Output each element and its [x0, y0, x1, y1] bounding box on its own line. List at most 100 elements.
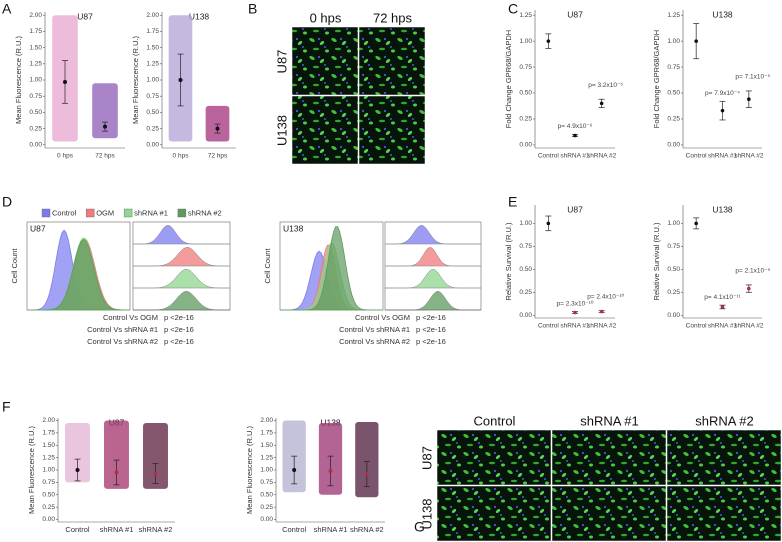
x-tick-label: shRNA #1 — [708, 153, 738, 160]
y-axis-label: Mean Fluorescence (R.U.) — [14, 36, 23, 124]
x-tick-label: 0 hps — [173, 153, 190, 160]
x-tick-label: 72 hps — [95, 153, 115, 160]
y-tick-label: 1.25 — [42, 454, 55, 461]
p-value: p= 7.1x10⁻⁵ — [735, 74, 770, 81]
mean-point — [328, 468, 333, 473]
p-value: p= 2.1x10⁻⁹ — [735, 268, 770, 275]
stacked-curve — [133, 225, 230, 245]
legend-label: shRNA #1 — [134, 208, 168, 217]
mean-point — [103, 124, 107, 129]
y-tick-label: 2.00 — [260, 417, 273, 424]
mean-point — [747, 97, 751, 102]
density-curve — [27, 239, 130, 311]
legend-swatch — [85, 208, 95, 218]
y-tick-label: 0.75 — [260, 479, 273, 486]
comparison: Control Vs shRNA #2 — [87, 337, 158, 346]
panel-letter: G — [414, 519, 425, 535]
x-tick-label: Control — [282, 525, 307, 534]
panel-letter: E — [508, 194, 517, 210]
y-tick-label: 1.50 — [260, 442, 273, 449]
p-value: p= 4.1x10⁻¹¹ — [704, 294, 741, 301]
y-axis-label: Mean Fluorescence (R.U.) — [131, 36, 140, 124]
panel-letter: F — [2, 399, 11, 415]
y-tick-label: 0.50 — [42, 491, 55, 498]
mean-point — [364, 471, 369, 476]
y-tick-label: 0.00 — [667, 142, 680, 149]
y-tick-label: 1.25 — [519, 12, 532, 19]
legend-label: shRNA #2 — [188, 208, 222, 217]
x-tick-label: shRNA #2 — [734, 153, 764, 160]
column-label: 0 hps — [310, 10, 342, 25]
y-tick-label: 0.25 — [146, 125, 159, 132]
chart-title: U138 — [712, 204, 733, 214]
mean-point — [153, 471, 158, 476]
mean-point — [573, 133, 577, 138]
p-value: p <2e-16 — [164, 313, 194, 322]
y-axis-label: Relative Survival (R.U.) — [504, 222, 513, 300]
row-label: U87 — [274, 50, 289, 74]
y-axis-label: Mean Fluorescence (R.U.) — [27, 426, 36, 514]
comparison: Control Vs shRNA #2 — [339, 337, 410, 346]
mean-point — [546, 39, 551, 43]
panel-letter: A — [2, 1, 12, 17]
x-tick-label: Control — [65, 525, 90, 534]
x-tick-label: shRNA #1 — [100, 525, 134, 534]
y-tick-label: 0.00 — [42, 516, 55, 523]
comparison: Control Vs OGM — [103, 313, 158, 322]
chart-title: U138 — [189, 11, 210, 21]
row-label: U138 — [419, 498, 434, 529]
point-cloud — [104, 420, 129, 489]
y-tick-label: 0.75 — [667, 64, 680, 71]
x-tick-label: shRNA #1 — [560, 153, 590, 160]
micrograph — [666, 485, 782, 542]
density-curve — [280, 226, 383, 311]
y-tick-label: 0.00 — [519, 312, 532, 319]
row-label: U87 — [419, 446, 434, 470]
x-tick-label: shRNA #2 — [734, 323, 764, 330]
p-value: p <2e-16 — [416, 325, 446, 334]
comparison: Control Vs OGM — [355, 313, 410, 322]
stacked-curve — [385, 247, 481, 267]
x-tick-label: shRNA #1 — [560, 323, 590, 330]
y-tick-label: 0.25 — [519, 289, 532, 296]
p-value: p= 2.4x10⁻¹⁰ — [587, 292, 624, 300]
p-value: p <2e-16 — [164, 337, 194, 346]
micrograph — [358, 95, 426, 165]
chart-title: U87 — [77, 11, 93, 21]
legend-swatch — [41, 208, 51, 218]
panel-letter: B — [248, 1, 257, 17]
p-value: p= 2.3x10⁻¹⁰ — [557, 299, 594, 307]
column-label: 72 hps — [373, 10, 413, 25]
y-tick-label: 0.75 — [519, 64, 532, 71]
y-tick-label: 1.00 — [42, 467, 55, 474]
mean-point — [573, 310, 577, 315]
y-tick-label: 0.50 — [29, 109, 42, 116]
micrograph — [358, 26, 426, 96]
y-tick-label: 1.00 — [146, 77, 159, 84]
y-tick-label: 1.25 — [260, 454, 273, 461]
x-tick-label: shRNA #1 — [314, 525, 348, 534]
column-label: Control — [474, 413, 516, 428]
y-tick-label: 2.00 — [29, 12, 42, 19]
p-value: p= 3.2x10⁻⁵ — [588, 82, 623, 89]
y-axis-label: Relative Survival (R.U.) — [652, 222, 661, 300]
y-tick-label: 0.50 — [667, 90, 680, 97]
y-axis-label: Cell Count — [263, 248, 272, 284]
x-tick-label: Control — [686, 323, 708, 330]
stacked-curve — [133, 291, 230, 311]
chart-title: U138 — [320, 417, 341, 427]
stacked-curve — [133, 269, 230, 289]
panel-letter: D — [2, 194, 12, 210]
y-tick-label: 1.75 — [29, 28, 42, 35]
y-tick-label: 1.50 — [29, 44, 42, 51]
chart-title: U87 — [567, 204, 583, 214]
panel-letter: C — [508, 1, 518, 17]
y-tick-label: 1.25 — [29, 61, 42, 68]
stacked-curve — [385, 269, 481, 289]
y-tick-label: 0.75 — [146, 93, 159, 100]
mean-point — [720, 305, 725, 309]
p-value: p <2e-16 — [164, 325, 194, 334]
comparison: Control Vs shRNA #1 — [87, 325, 158, 334]
y-tick-label: 1.00 — [260, 467, 273, 474]
